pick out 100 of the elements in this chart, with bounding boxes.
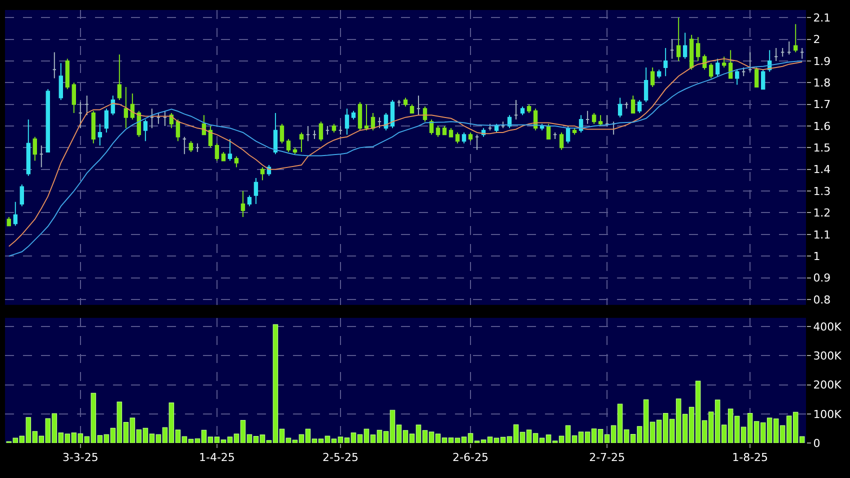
candlestick (800, 47, 804, 60)
candlestick (26, 118, 30, 176)
y-tick-label: 1.2 (813, 206, 831, 220)
candlestick (787, 40, 792, 55)
candlestick (500, 121, 506, 129)
candlestick (442, 126, 447, 136)
candlestick (462, 132, 466, 144)
candlestick (273, 112, 278, 155)
candlestick (416, 95, 421, 116)
candlestick (422, 106, 428, 122)
candlestick (670, 38, 674, 60)
candlestick (247, 194, 252, 207)
candlestick (572, 128, 577, 136)
candlestick (208, 126, 213, 148)
candlestick (696, 36, 700, 62)
candlestick (318, 121, 324, 142)
candlestick (624, 102, 629, 110)
candlestick (254, 178, 258, 205)
candlestick (364, 104, 369, 131)
candlestick (156, 112, 161, 124)
candlestick (78, 102, 83, 129)
candlestick (52, 52, 57, 79)
candlestick (306, 126, 310, 142)
candlestick (689, 34, 694, 70)
candlestick (604, 114, 610, 126)
candlestick (130, 92, 135, 120)
candlestick (240, 190, 246, 218)
candlestick (488, 123, 492, 131)
candlestick (448, 128, 454, 138)
y-tick-label: 2 (813, 33, 820, 46)
candlestick (618, 97, 622, 118)
candlestick (124, 86, 128, 129)
candlestick (650, 66, 655, 88)
candlestick (325, 126, 330, 136)
candlestick (676, 17, 681, 62)
y-tick-label: 1 (813, 250, 820, 263)
candlestick (559, 132, 564, 150)
candlestick (526, 104, 532, 114)
candlestick (351, 110, 356, 120)
candlestick (780, 47, 785, 58)
candlestick (644, 66, 648, 103)
candlestick (260, 166, 265, 181)
candlestick (32, 136, 37, 162)
candlestick (474, 134, 480, 150)
candlestick (566, 126, 570, 144)
candlestick (46, 88, 50, 153)
candlestick (13, 201, 18, 226)
y-tick-label: 1.1 (813, 228, 831, 242)
candlestick (396, 99, 402, 107)
candlestick (117, 54, 122, 100)
y-tick-label: 300K (813, 350, 842, 363)
candlestick (748, 52, 752, 72)
candlestick (663, 47, 668, 77)
candlestick (722, 56, 726, 68)
candlestick (312, 130, 317, 140)
y-tick-label: 1.8 (813, 76, 831, 90)
candlestick (214, 142, 220, 162)
candlestick (403, 97, 408, 107)
x-tick-label: 1-8-25 (732, 451, 768, 464)
candlestick (162, 110, 168, 126)
y-tick-label: 0.8 (813, 293, 831, 306)
candlestick (6, 216, 11, 226)
candlestick (344, 108, 350, 136)
x-tick-label: 1-4-25 (198, 451, 235, 464)
candlestick (552, 132, 558, 140)
candlestick (455, 132, 460, 144)
candlestick (734, 69, 740, 86)
candlestick (637, 99, 642, 114)
candlestick (84, 95, 90, 116)
candlestick (761, 69, 766, 90)
candlestick (182, 136, 187, 155)
y-tick-label: 1.9 (813, 54, 831, 68)
candlestick (715, 58, 720, 77)
candlestick (169, 112, 174, 129)
candlestick (578, 114, 584, 133)
candlestick (234, 156, 239, 168)
candlestick (520, 106, 525, 116)
candlestick (280, 123, 284, 144)
y-tick-label: 0.9 (813, 272, 831, 285)
x-tick-label: 2-6-25 (452, 451, 488, 464)
candlestick (410, 104, 414, 114)
candlestick (774, 47, 778, 62)
candlestick (332, 123, 336, 133)
candlestick (91, 110, 96, 144)
candlestick (104, 108, 109, 133)
candlestick (202, 114, 206, 136)
candlestick (58, 62, 64, 100)
candlestick (468, 132, 473, 142)
candlestick (20, 184, 24, 207)
candlestick (514, 99, 518, 120)
candlestick (150, 108, 154, 129)
candlestick (592, 112, 596, 124)
candlestick (370, 112, 376, 131)
candlestick (228, 138, 232, 162)
y-tick-label: 400K (813, 320, 842, 334)
y-tick-label: 2.1 (813, 11, 831, 24)
candlestick (741, 66, 746, 77)
x-tick-label: 2-5-25 (322, 451, 358, 464)
candlestick (65, 58, 70, 90)
y-tick-label: 1.3 (813, 184, 831, 198)
